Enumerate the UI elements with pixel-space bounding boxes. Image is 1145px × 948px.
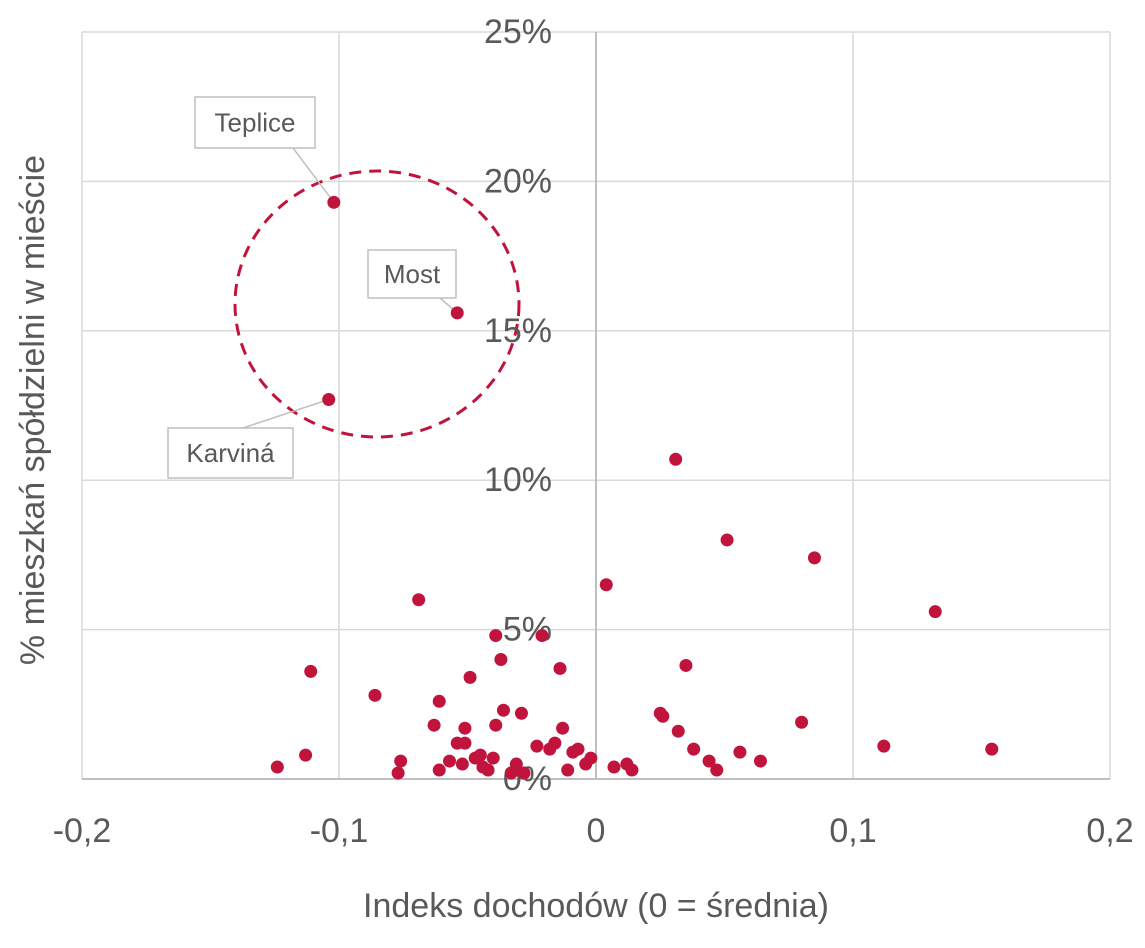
annotation-leader [242,398,329,429]
point [458,721,472,735]
point [535,629,549,643]
point [432,763,446,777]
point [270,760,284,774]
point [579,757,593,771]
point [671,724,685,738]
y-tick-label: 20% [484,162,552,200]
point [720,533,734,547]
x-axis-label: Indeks dochodów (0 = średnia) [363,887,829,925]
point [391,766,405,780]
point [530,739,544,753]
annotation-label: Most [384,259,441,289]
point [463,670,477,684]
point [455,757,469,771]
point [877,739,891,753]
point [427,718,441,732]
point [432,694,446,708]
point [753,754,767,768]
point [481,763,495,777]
point [669,452,683,466]
x-tick-label: 0 [587,812,606,850]
annotation-leader [292,147,335,203]
point [656,709,670,723]
point [394,754,408,768]
point [710,763,724,777]
x-tick-label: 0,1 [829,812,876,850]
point [486,751,500,765]
x-tick-label: 0,2 [1086,812,1133,850]
point [733,745,747,759]
point [468,751,482,765]
x-tick-label: -0,1 [310,812,369,850]
point [561,763,575,777]
point [795,715,809,729]
point [517,766,531,780]
annotation-box [167,427,294,479]
point [304,664,318,678]
point [607,760,621,774]
annotation-label: Karviná [186,438,275,468]
point [985,742,999,756]
point [599,578,613,592]
point [458,736,472,750]
point [489,629,503,643]
point [687,742,701,756]
y-tick-label: 5% [503,611,552,649]
point [543,742,557,756]
annotation-box [194,96,316,149]
point [625,763,639,777]
point [566,745,580,759]
point [327,195,341,209]
point [450,306,464,320]
point [443,754,457,768]
point [412,593,426,607]
y-tick-label: 25% [484,13,552,51]
point [553,661,567,675]
point [494,652,508,666]
y-tick-label: 10% [484,461,552,499]
point [496,703,510,717]
point [299,748,313,762]
point [489,718,503,732]
point [807,551,821,565]
highlight-circle [233,169,521,439]
point [556,721,570,735]
point [679,658,693,672]
point [504,766,518,780]
point [702,754,716,768]
annotation-box [367,249,457,299]
point [514,706,528,720]
annotation-label: Teplice [215,107,296,137]
x-tick-label: -0,2 [53,812,112,850]
y-tick-label: 15% [484,312,552,350]
point [928,605,942,619]
point [368,688,382,702]
y-axis-label: % mieszkań spółdzielni w mieście [14,155,52,665]
point [322,393,336,407]
